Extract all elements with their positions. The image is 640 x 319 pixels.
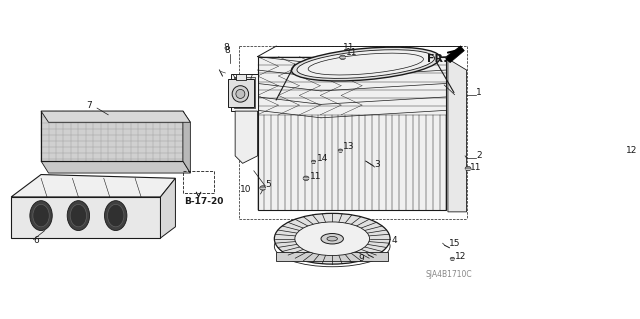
Bar	[236, 74, 246, 80]
Polygon shape	[276, 252, 388, 261]
Text: 12: 12	[456, 252, 467, 261]
Ellipse shape	[108, 204, 124, 227]
Polygon shape	[232, 74, 257, 111]
Ellipse shape	[327, 236, 337, 241]
Ellipse shape	[297, 50, 435, 78]
Ellipse shape	[236, 89, 245, 98]
Text: 1: 1	[476, 88, 482, 97]
Text: 11: 11	[346, 48, 358, 57]
Ellipse shape	[450, 257, 454, 261]
Text: 3: 3	[375, 160, 381, 168]
Ellipse shape	[275, 213, 390, 264]
Ellipse shape	[465, 166, 471, 171]
Text: FR.: FR.	[427, 54, 447, 63]
Text: 2: 2	[476, 152, 482, 160]
Ellipse shape	[33, 204, 49, 227]
Ellipse shape	[311, 160, 316, 164]
Text: 11: 11	[470, 163, 482, 172]
Ellipse shape	[104, 201, 127, 231]
Text: 5: 5	[265, 181, 271, 189]
Text: 7: 7	[86, 101, 92, 110]
Ellipse shape	[321, 234, 344, 244]
Polygon shape	[445, 46, 465, 63]
Text: 15: 15	[449, 239, 460, 248]
Polygon shape	[448, 59, 467, 212]
Ellipse shape	[232, 86, 248, 102]
Polygon shape	[11, 197, 161, 238]
Text: SJA4B1710C: SJA4B1710C	[426, 270, 472, 279]
Text: 13: 13	[344, 142, 355, 152]
Ellipse shape	[67, 201, 90, 231]
Text: 4: 4	[392, 236, 397, 245]
Ellipse shape	[303, 176, 309, 181]
Polygon shape	[183, 111, 190, 173]
Ellipse shape	[619, 152, 625, 157]
Polygon shape	[11, 174, 175, 197]
Text: 8: 8	[223, 43, 229, 52]
Ellipse shape	[260, 186, 266, 190]
Ellipse shape	[340, 55, 346, 60]
Ellipse shape	[70, 204, 86, 227]
Polygon shape	[41, 111, 190, 122]
Text: 11: 11	[310, 172, 321, 181]
Polygon shape	[235, 111, 257, 163]
Polygon shape	[41, 161, 190, 173]
Polygon shape	[257, 56, 447, 210]
Polygon shape	[41, 111, 183, 161]
Ellipse shape	[30, 201, 52, 231]
Text: B-17-20: B-17-20	[184, 197, 223, 206]
Ellipse shape	[338, 149, 342, 152]
Polygon shape	[161, 178, 175, 238]
Ellipse shape	[291, 47, 440, 81]
Text: 10: 10	[240, 185, 252, 194]
Text: 14: 14	[317, 154, 328, 163]
Text: 12: 12	[625, 146, 637, 155]
Bar	[183, 171, 214, 193]
Bar	[234, 77, 255, 108]
Polygon shape	[228, 79, 254, 108]
Text: 11: 11	[342, 43, 354, 52]
Text: 8: 8	[224, 46, 230, 55]
Ellipse shape	[295, 222, 369, 256]
Text: 6: 6	[33, 236, 39, 245]
Text: 9: 9	[358, 254, 364, 263]
